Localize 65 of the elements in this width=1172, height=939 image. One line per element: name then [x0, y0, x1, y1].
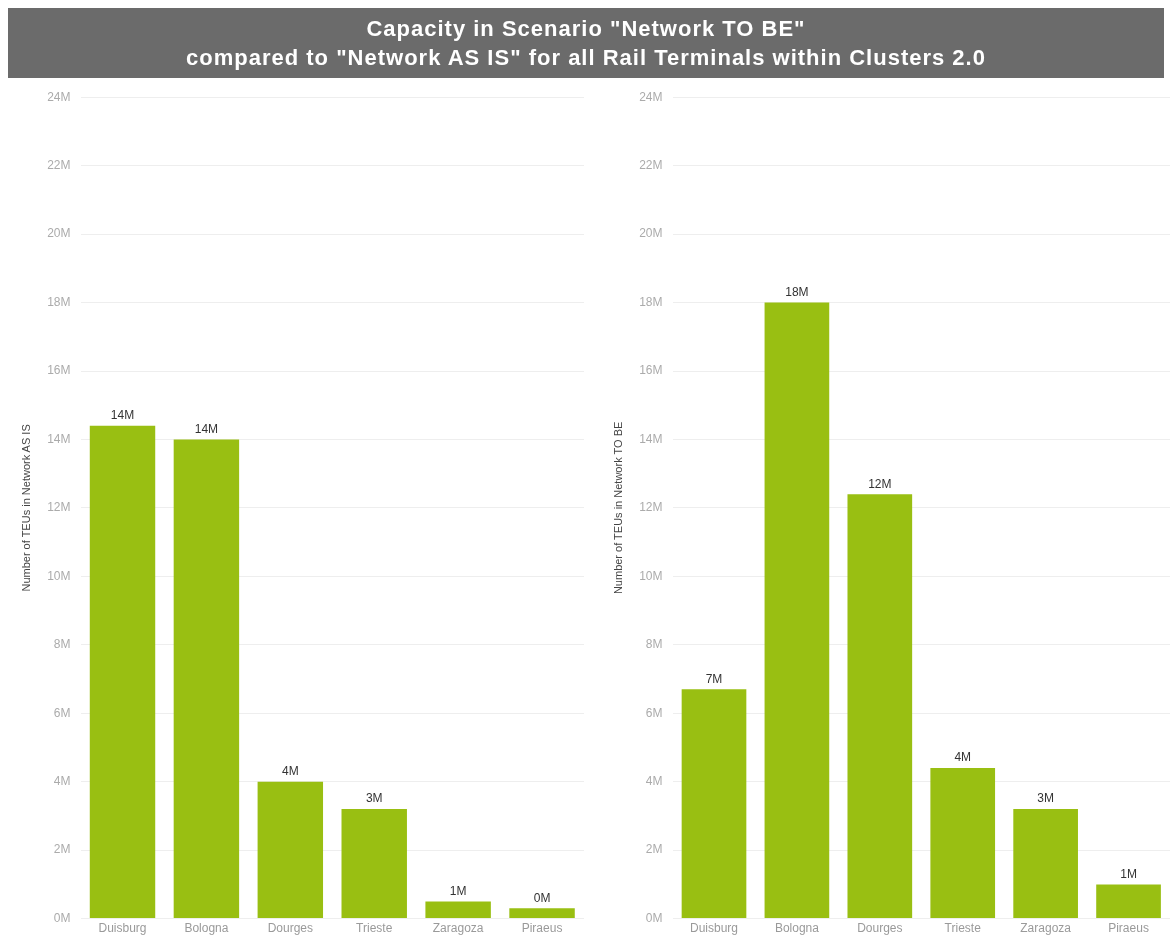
bar — [425, 901, 491, 919]
x-tick-label: Duisburg — [98, 921, 147, 936]
y-tick-label: 20M — [47, 226, 71, 241]
bar — [257, 781, 324, 919]
y-tick-label: 0M — [645, 910, 663, 925]
y-tick-label: 2M — [645, 842, 663, 857]
data-label: 4M — [281, 764, 299, 779]
y-tick-label: 14M — [47, 431, 71, 446]
bar — [930, 768, 996, 919]
y-tick-label: 10M — [639, 568, 663, 583]
y-tick-label: 16M — [639, 363, 663, 378]
y-tick-label: 10M — [47, 568, 71, 583]
chart-title: Capacity in Scenario "Network TO BE" compared to "Network AS IS" for all Rail Terminals within Clusters 2.0 — [186, 15, 986, 72]
x-tick-label: Bologna — [774, 921, 820, 936]
x-tick-label: Zaragoza — [432, 921, 484, 936]
y-tick-label: 8M — [645, 637, 663, 652]
bar — [847, 494, 913, 919]
x-tick-label: Dourges — [857, 921, 903, 936]
y-tick-label: 2M — [53, 842, 71, 857]
y-axis-title: Number of TEUs in Network TO BE — [611, 421, 624, 595]
data-label: 1M — [1120, 866, 1137, 881]
bar — [173, 439, 240, 919]
y-tick-label: 16M — [47, 363, 71, 378]
y-tick-label: 8M — [53, 637, 71, 652]
data-label: 3M — [365, 791, 383, 806]
y-tick-label: 6M — [53, 705, 71, 720]
bar — [509, 908, 575, 919]
bar — [341, 809, 407, 919]
data-label: 7M — [705, 671, 723, 686]
data-label: 14M — [194, 421, 219, 436]
data-label: 4M — [954, 750, 972, 765]
y-axis-title: Number of TEUs in Network AS IS — [19, 424, 32, 592]
y-tick-label: 22M — [639, 157, 663, 172]
y-tick-label: 24M — [639, 89, 663, 104]
y-tick-label: 18M — [639, 294, 663, 309]
bar — [1013, 809, 1078, 919]
x-tick-label: Duisburg — [689, 921, 739, 936]
x-tick-label: Piraeus — [1108, 921, 1149, 936]
x-tick-label: Dourges — [267, 921, 313, 936]
data-label: 0M — [533, 890, 551, 905]
y-tick-label: 12M — [639, 500, 663, 515]
x-tick-label: Bologna — [184, 921, 229, 936]
y-tick-label: 20M — [639, 226, 663, 241]
bar — [681, 689, 747, 919]
x-tick-label: Trieste — [356, 921, 393, 936]
x-tick-label: Trieste — [944, 921, 982, 936]
bar — [1096, 884, 1161, 919]
y-tick-label: 12M — [47, 500, 71, 515]
y-tick-label: 22M — [47, 157, 71, 172]
data-label: 14M — [110, 408, 135, 423]
bar — [89, 425, 156, 919]
data-label: 3M — [1037, 791, 1054, 806]
y-tick-label: 18M — [47, 294, 71, 309]
data-label: 1M — [449, 883, 467, 898]
y-tick-label: 24M — [47, 89, 71, 104]
x-tick-label: Piraeus — [521, 921, 563, 936]
data-label: 18M — [785, 284, 809, 299]
x-tick-label: Zaragoza — [1020, 921, 1072, 936]
y-tick-label: 14M — [639, 431, 663, 446]
y-tick-label: 4M — [645, 774, 663, 789]
y-tick-label: 0M — [53, 910, 71, 925]
bar — [764, 302, 830, 919]
data-label: 12M — [868, 476, 892, 491]
y-tick-label: 6M — [645, 705, 663, 720]
y-tick-label: 4M — [53, 774, 71, 789]
